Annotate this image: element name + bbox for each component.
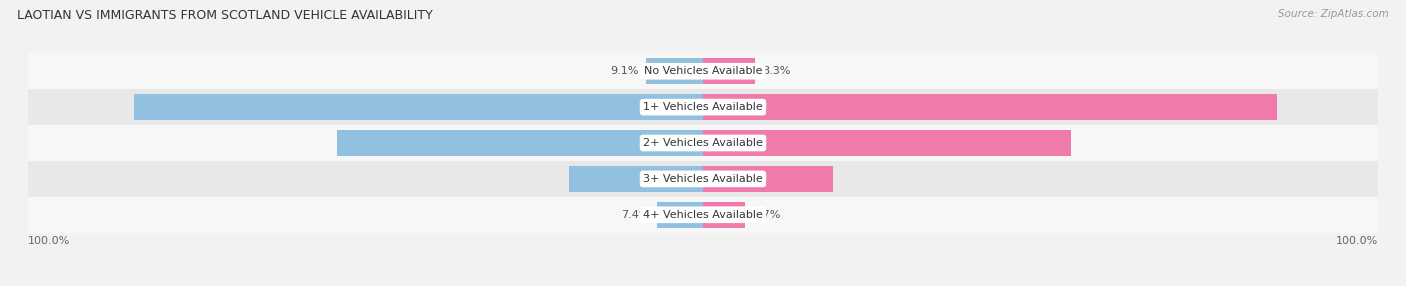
Text: 91.8%: 91.8% — [709, 102, 748, 112]
Text: 9.1%: 9.1% — [610, 66, 638, 76]
Text: No Vehicles Available: No Vehicles Available — [644, 66, 762, 76]
Text: 21.5%: 21.5% — [658, 174, 697, 184]
Text: 1+ Vehicles Available: 1+ Vehicles Available — [643, 102, 763, 112]
Text: 58.9%: 58.9% — [709, 138, 748, 148]
Bar — [647, 58, 703, 84]
Bar — [703, 166, 832, 192]
Bar — [337, 130, 703, 156]
Text: 58.6%: 58.6% — [658, 138, 697, 148]
Bar — [703, 94, 1277, 120]
Text: LAOTIAN VS IMMIGRANTS FROM SCOTLAND VEHICLE AVAILABILITY: LAOTIAN VS IMMIGRANTS FROM SCOTLAND VEHI… — [17, 9, 433, 21]
Text: 100.0%: 100.0% — [1336, 236, 1378, 246]
Text: 6.7%: 6.7% — [752, 210, 780, 220]
Text: 4+ Vehicles Available: 4+ Vehicles Available — [643, 210, 763, 220]
Bar — [28, 197, 1378, 233]
Bar — [28, 161, 1378, 197]
Text: 2+ Vehicles Available: 2+ Vehicles Available — [643, 138, 763, 148]
Bar — [703, 130, 1071, 156]
Text: 3+ Vehicles Available: 3+ Vehicles Available — [643, 174, 763, 184]
Bar — [703, 58, 755, 84]
Bar — [28, 89, 1378, 125]
Bar — [135, 94, 703, 120]
Text: 100.0%: 100.0% — [28, 236, 70, 246]
Text: 91.0%: 91.0% — [658, 102, 697, 112]
Text: 7.4%: 7.4% — [621, 210, 650, 220]
Bar — [28, 125, 1378, 161]
Bar — [28, 53, 1378, 89]
Bar — [657, 202, 703, 228]
Bar — [568, 166, 703, 192]
Text: 8.3%: 8.3% — [762, 66, 790, 76]
Bar — [703, 202, 745, 228]
Text: 20.8%: 20.8% — [709, 174, 748, 184]
Text: Source: ZipAtlas.com: Source: ZipAtlas.com — [1278, 9, 1389, 19]
